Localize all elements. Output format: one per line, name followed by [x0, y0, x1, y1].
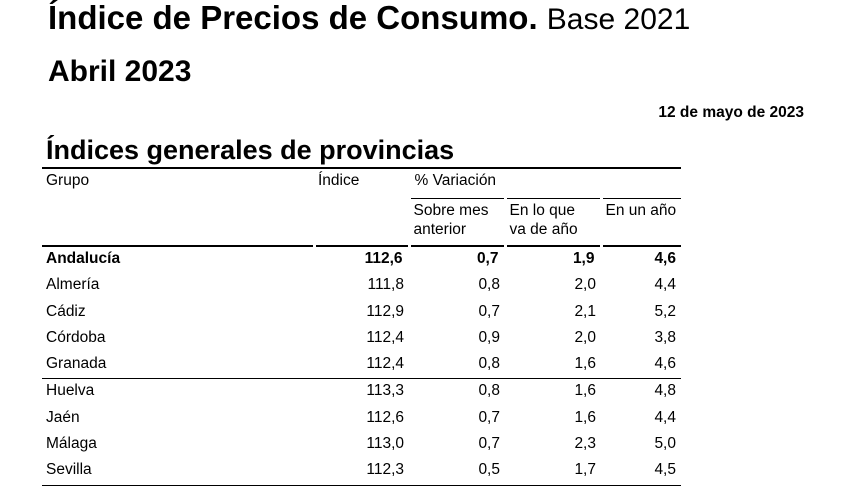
- table-row: Jaén 112,6 0,7 1,6 4,4: [42, 406, 681, 432]
- row-indice: 112,6: [312, 244, 409, 274]
- col-header-sobre-mes: Sobre mes anterior: [407, 198, 505, 247]
- title-base: Base 2021: [546, 3, 691, 36]
- row-indice: 112,9: [366, 302, 404, 320]
- row-indice: 112,4: [314, 352, 409, 380]
- row-ano-actual: 1,6: [505, 352, 601, 380]
- row-anual: 3,8: [654, 328, 676, 346]
- section-title: Índices generales de provincias: [46, 135, 455, 165]
- row-name: Sevilla: [42, 458, 314, 486]
- row-ano-actual: 2,3: [574, 435, 596, 453]
- row-indice: 112,6: [366, 408, 404, 426]
- row-name: Almería: [46, 276, 100, 294]
- table-row-total: Andalucía 112,6 0,7 1,9 4,6: [42, 244, 681, 274]
- top-rule: [42, 167, 681, 169]
- row-ano-actual: 2,0: [574, 328, 596, 346]
- col-header-indice-spacer: [312, 198, 409, 247]
- row-mes: 0,7: [478, 302, 500, 320]
- provinces-table: Grupo Índice % Variación Sobre mes anter…: [42, 172, 681, 486]
- row-ano-actual: 2,1: [574, 302, 596, 320]
- row-anual: 4,6: [599, 244, 681, 274]
- row-ano-actual: 1,7: [505, 458, 601, 486]
- row-name: Jaén: [46, 408, 80, 426]
- row-anual: 4,4: [654, 276, 676, 294]
- table-row: Huelva 113,3 0,8 1,6 4,8: [42, 379, 681, 406]
- row-mes: 0,7: [407, 244, 505, 274]
- row-mes: 0,7: [478, 408, 500, 426]
- row-anual: 4,5: [601, 458, 681, 486]
- title-main: Índice de Precios de Consumo.: [48, 0, 538, 36]
- col-header-en-lo-que-line2: va de año: [509, 221, 578, 238]
- row-mes: 0,5: [409, 458, 505, 486]
- col-header-grupo-spacer: [42, 199, 314, 247]
- row-ano-actual: 1,9: [503, 244, 601, 274]
- col-header-sobre-mes-line2: anterior: [413, 221, 467, 238]
- row-indice: 112,4: [366, 328, 404, 346]
- row-name: Huelva: [46, 382, 95, 400]
- row-anual: 5,0: [654, 435, 676, 453]
- col-header-en-lo-que: En lo que va de año: [503, 198, 601, 247]
- publication-date: 12 de mayo de 2023: [658, 104, 804, 121]
- row-indice: 111,8: [367, 276, 405, 294]
- row-name: Granada: [42, 352, 314, 380]
- row-mes: 0,8: [409, 352, 505, 380]
- row-name: Córdoba: [46, 328, 106, 346]
- row-name: Cádiz: [46, 302, 86, 320]
- col-header-indice: Índice: [318, 172, 360, 189]
- row-ano-actual: 2,0: [574, 276, 596, 294]
- table-row: Sevilla 112,3 0,5 1,7 4,5: [42, 458, 681, 486]
- row-ano-actual: 1,6: [574, 408, 596, 426]
- col-header-grupo: Grupo: [46, 172, 90, 189]
- table-row: Málaga 113,0 0,7 2,3 5,0: [42, 432, 681, 458]
- row-mes: 0,9: [478, 328, 500, 346]
- col-header-en-lo-que-line1: En lo que: [509, 202, 576, 219]
- row-anual: 5,2: [654, 302, 676, 320]
- table-row: Almería 111,8 0,8 2,0 4,4: [42, 273, 681, 299]
- col-header-sobre-mes-line1: Sobre mes: [413, 202, 489, 219]
- row-ano-actual: 1,6: [574, 382, 596, 400]
- row-mes: 0,8: [478, 276, 500, 294]
- row-indice: 112,3: [314, 458, 409, 486]
- row-mes: 0,8: [478, 382, 500, 400]
- row-indice: 113,3: [366, 382, 404, 400]
- row-anual: 4,4: [654, 408, 676, 426]
- table-row: Córdoba 112,4 0,9 2,0 3,8: [42, 326, 681, 352]
- row-anual: 4,6: [601, 352, 681, 380]
- period-subtitle: Abril 2023: [48, 55, 192, 88]
- row-anual: 4,8: [654, 382, 676, 400]
- table-row: Cádiz 112,9 0,7 2,1 5,2: [42, 300, 681, 326]
- col-header-variacion: % Variación: [407, 172, 681, 199]
- document-title: Índice de Precios de Consumo. Base 2021: [48, 0, 690, 42]
- col-header-en-un-ano: En un año: [599, 198, 681, 246]
- table-row: Granada 112,4 0,8 1,6 4,6: [42, 352, 681, 380]
- row-name: Málaga: [46, 435, 97, 453]
- row-mes: 0,7: [478, 435, 500, 453]
- row-indice: 113,0: [366, 435, 404, 453]
- row-name: Andalucía: [42, 244, 314, 274]
